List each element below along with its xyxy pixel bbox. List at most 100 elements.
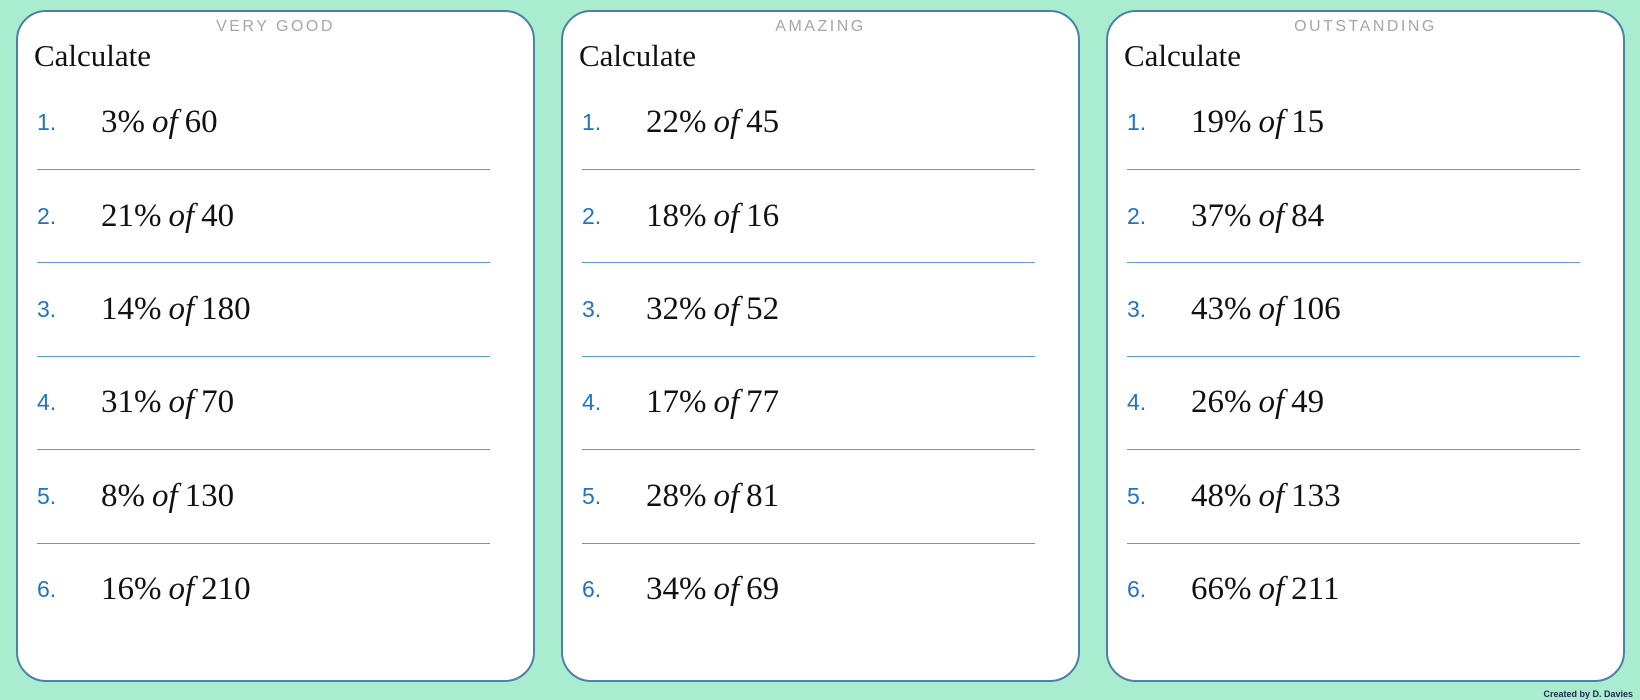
problem-percent: 43% bbox=[1191, 291, 1252, 328]
card-very-good: VERY GOOD Calculate 1. 3% of 60 2. 21% of 40… bbox=[16, 10, 535, 682]
problem-text: 16% of 210 bbox=[101, 571, 251, 608]
card-instruction: Calculate bbox=[579, 38, 697, 73]
card-difficulty-label: VERY GOOD bbox=[216, 18, 335, 35]
problem-percent: 14% bbox=[101, 291, 162, 328]
problem-row: 6. 34% of 69 bbox=[582, 544, 1035, 636]
problem-amount: 106 bbox=[1291, 291, 1341, 328]
problem-amount: 130 bbox=[184, 477, 235, 514]
problem-number: 6. bbox=[582, 576, 602, 603]
problem-number: 1. bbox=[582, 109, 602, 136]
problem-amount: 45 bbox=[746, 104, 780, 141]
problem-connector: of bbox=[168, 291, 195, 328]
problem-text: 18% of 16 bbox=[646, 198, 779, 235]
problem-percent: 19% bbox=[1191, 104, 1252, 141]
problem-row: 5. 8% of 130 bbox=[37, 450, 490, 544]
problem-text: 21% of 40 bbox=[101, 198, 234, 235]
problem-connector: of bbox=[713, 571, 740, 608]
problem-percent: 32% bbox=[646, 291, 707, 328]
problem-amount: 49 bbox=[1291, 384, 1325, 421]
problem-text: 66% of 211 bbox=[1191, 571, 1339, 608]
problem-percent: 48% bbox=[1191, 477, 1252, 514]
problem-row: 5. 48% of 133 bbox=[1127, 450, 1580, 544]
problem-connector: of bbox=[1258, 104, 1285, 141]
problem-text: 34% of 69 bbox=[646, 571, 779, 608]
problem-amount: 210 bbox=[201, 571, 251, 608]
problem-text: 17% of 77 bbox=[646, 384, 779, 421]
problem-amount: 84 bbox=[1291, 197, 1325, 234]
problem-number: 2. bbox=[582, 202, 602, 229]
problem-row: 3. 32% of 52 bbox=[582, 263, 1035, 357]
problem-connector: of bbox=[713, 384, 740, 421]
problem-text: 14% of 180 bbox=[101, 291, 251, 328]
problem-number: 3. bbox=[582, 296, 602, 323]
problem-connector: of bbox=[713, 197, 740, 234]
card-amazing: AMAZING Calculate 1. 22% of 45 2. 18% of 16 … bbox=[561, 10, 1080, 682]
problem-number: 6. bbox=[37, 576, 57, 603]
problem-text: 22% of 45 bbox=[646, 104, 779, 141]
problem-amount: 77 bbox=[746, 384, 780, 421]
problem-text: 28% of 81 bbox=[646, 478, 779, 515]
problem-connector: of bbox=[152, 104, 178, 141]
problem-connector: of bbox=[1258, 571, 1285, 608]
problem-percent: 16% bbox=[101, 571, 162, 608]
problem-text: 43% of 106 bbox=[1191, 291, 1341, 328]
problem-text: 8% of 130 bbox=[101, 478, 234, 515]
problem-connector: of bbox=[152, 477, 178, 514]
problem-percent: 18% bbox=[646, 197, 707, 234]
problem-percent: 26% bbox=[1191, 384, 1252, 421]
credit-text: Created by D. Davies bbox=[1543, 689, 1633, 699]
problem-percent: 22% bbox=[646, 104, 707, 141]
problem-list: 1. 3% of 60 2. 21% of 40 3. 14% of 180 4. 31% o… bbox=[18, 73, 533, 680]
problem-text: 32% of 52 bbox=[646, 291, 779, 328]
problem-number: 5. bbox=[582, 482, 602, 509]
card-outstanding: OUTSTANDING Calculate 1. 19% of 15 2. 37% o… bbox=[1106, 10, 1625, 682]
problem-amount: 81 bbox=[746, 477, 780, 514]
problem-amount: 40 bbox=[201, 197, 235, 234]
problem-connector: of bbox=[168, 384, 195, 421]
problem-number: 3. bbox=[1127, 296, 1147, 323]
problem-number: 2. bbox=[1127, 202, 1147, 229]
problem-text: 26% of 49 bbox=[1191, 384, 1324, 421]
problem-amount: 15 bbox=[1291, 104, 1325, 141]
problem-amount: 69 bbox=[746, 571, 780, 608]
problem-amount: 52 bbox=[746, 291, 780, 328]
problem-percent: 37% bbox=[1191, 197, 1252, 234]
problem-number: 4. bbox=[37, 389, 57, 416]
problem-number: 5. bbox=[37, 482, 57, 509]
problem-connector: of bbox=[1258, 477, 1285, 514]
problem-amount: 16 bbox=[746, 197, 780, 234]
problem-percent: 28% bbox=[646, 477, 707, 514]
problem-percent: 66% bbox=[1191, 571, 1252, 608]
problem-amount: 180 bbox=[201, 291, 251, 328]
problem-connector: of bbox=[713, 104, 740, 141]
card-instruction: Calculate bbox=[34, 38, 152, 73]
problem-amount: 60 bbox=[184, 104, 218, 141]
problem-text: 48% of 133 bbox=[1191, 478, 1341, 515]
problem-number: 2. bbox=[37, 202, 57, 229]
problem-percent: 3% bbox=[101, 104, 145, 141]
problem-row: 2. 21% of 40 bbox=[37, 170, 490, 264]
problem-number: 3. bbox=[37, 296, 57, 323]
problem-list: 1. 22% of 45 2. 18% of 16 3. 32% of 52 4. 17% o… bbox=[563, 73, 1078, 680]
card-difficulty-label: AMAZING bbox=[775, 18, 866, 35]
problem-text: 31% of 70 bbox=[101, 384, 234, 421]
problem-connector: of bbox=[1258, 384, 1285, 421]
problem-connector: of bbox=[1258, 197, 1285, 234]
problem-percent: 8% bbox=[101, 477, 145, 514]
card-instruction: Calculate bbox=[1124, 38, 1242, 73]
problem-row: 6. 16% of 210 bbox=[37, 544, 490, 636]
problem-row: 1. 3% of 60 bbox=[37, 77, 490, 170]
problem-connector: of bbox=[713, 291, 740, 328]
problem-row: 2. 18% of 16 bbox=[582, 170, 1035, 264]
problem-connector: of bbox=[713, 477, 740, 514]
problem-amount: 133 bbox=[1291, 477, 1341, 514]
problem-row: 2. 37% of 84 bbox=[1127, 170, 1580, 264]
problem-percent: 21% bbox=[101, 197, 162, 234]
problem-number: 1. bbox=[1127, 109, 1147, 136]
problem-percent: 34% bbox=[646, 571, 707, 608]
problem-row: 3. 14% of 180 bbox=[37, 263, 490, 357]
problem-row: 4. 26% of 49 bbox=[1127, 357, 1580, 451]
problem-percent: 17% bbox=[646, 384, 707, 421]
problem-connector: of bbox=[1258, 291, 1285, 328]
